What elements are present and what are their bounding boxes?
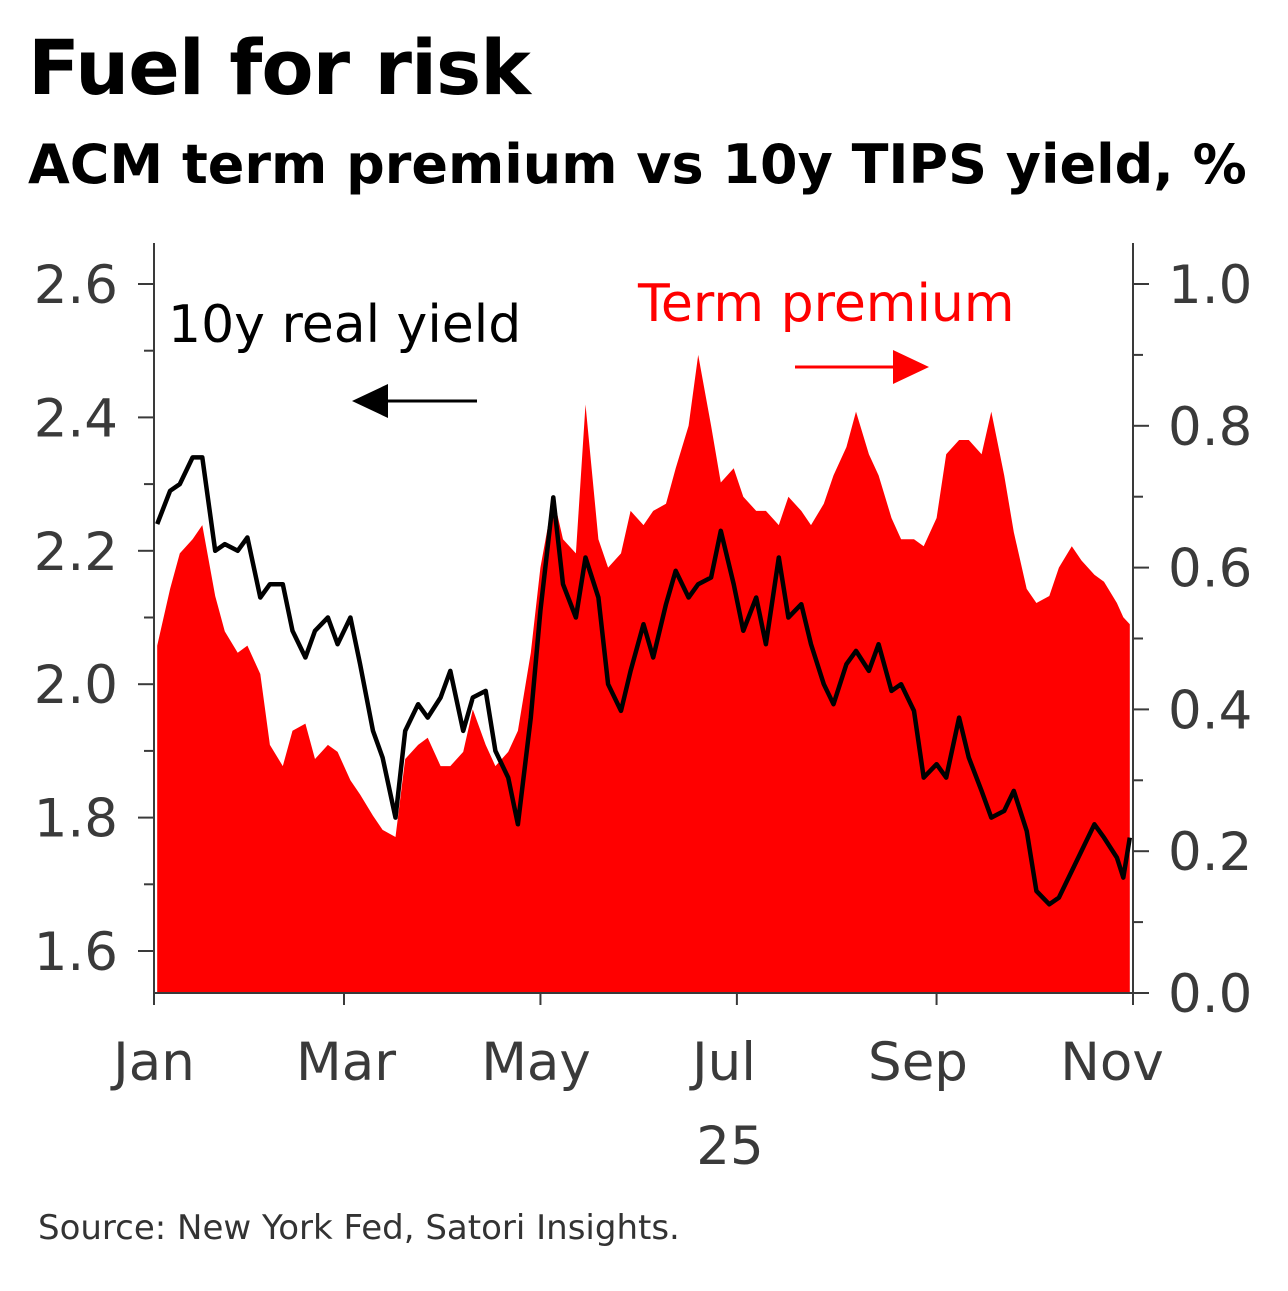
right-y-tick-label: 1.0 [1168, 255, 1252, 316]
right-y-tick-label: 0.8 [1168, 397, 1252, 458]
left-y-tick-label: 2.4 [34, 388, 118, 449]
x-tick-label: Nov [1060, 1032, 1163, 1093]
right-y-tick-label: 0.2 [1168, 822, 1252, 883]
source-note: Source: New York Fed, Satori Insights. [38, 1208, 680, 1248]
left-y-tick-label: 1.8 [34, 789, 118, 850]
x-tick-label: Jan [110, 1032, 195, 1093]
left-y-tick-label: 1.6 [34, 922, 118, 983]
real-yield-arrow-left-icon [352, 384, 388, 418]
left-y-tick-label: 2.2 [34, 522, 118, 583]
right-y-tick-label: 0.4 [1168, 680, 1252, 741]
x-tick-label: Sep [868, 1032, 968, 1093]
term-premium-label: Term premium [637, 274, 1015, 334]
term-premium-arrow-right-icon [893, 350, 929, 384]
chart-title: Fuel for risk [28, 23, 531, 112]
axes-layer: 1.6 1.8 2.0 2.2 2.4 2.6 0.0 0.2 0.4 0.6 0.8 1.0 Jan M… [34, 243, 1252, 1177]
real-yield-line [155, 455, 1133, 907]
left-y-tick-label: 2.0 [34, 655, 118, 716]
x-year-label: 25 [696, 1116, 763, 1177]
term-premium-area [157, 354, 1130, 993]
real-yield-label: 10y real yield [168, 295, 521, 355]
chart-subtitle: ACM term premium vs 10y TIPS yield, % [28, 133, 1247, 196]
real-yield-line-layer [155, 455, 1133, 907]
left-y-tick-label: 2.6 [34, 255, 118, 316]
x-tick-label: Mar [296, 1032, 396, 1093]
right-y-tick-label: 0.0 [1168, 964, 1252, 1025]
x-tick-label: Jul [689, 1032, 756, 1093]
term-premium-area-layer [157, 354, 1130, 993]
real-yield-annotation: 10y real yield [168, 295, 521, 418]
x-tick-label: May [481, 1032, 591, 1093]
term-premium-annotation: Term premium [637, 274, 1015, 384]
right-y-tick-label: 0.6 [1168, 539, 1252, 600]
